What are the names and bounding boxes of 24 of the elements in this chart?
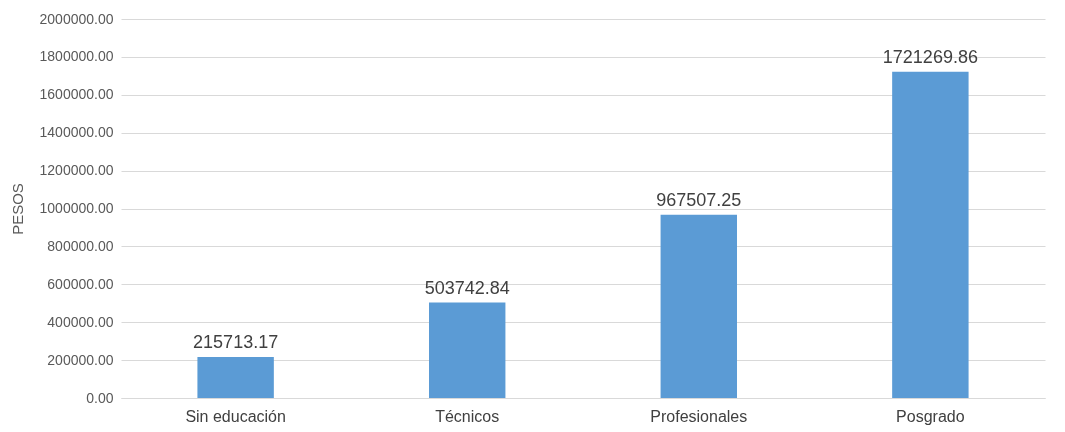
x-tick-label: Sin educación — [185, 407, 286, 425]
x-tick-label: Posgrado — [896, 407, 965, 425]
y-tick-label: 400000.00 — [47, 313, 114, 330]
y-tick-label: 200000.00 — [47, 351, 114, 368]
y-tick-label: 600000.00 — [47, 275, 114, 292]
y-axis-title: PESOS — [8, 183, 26, 235]
bar — [197, 357, 274, 398]
bar — [429, 302, 506, 398]
data-label: 967507.25 — [656, 189, 742, 210]
y-tick-label: 1000000.00 — [39, 200, 114, 216]
y-tick-label: 1200000.00 — [39, 162, 114, 179]
y-tick-label: 2000000.00 — [39, 10, 114, 27]
data-label: 215713.17 — [193, 332, 279, 353]
bar — [660, 214, 737, 398]
x-tick-label: Técnicos — [435, 407, 500, 425]
data-label: 503742.84 — [424, 277, 510, 298]
bar — [892, 71, 969, 398]
x-tick-label: Profesionales — [650, 407, 748, 425]
data-label: 1721269.86 — [882, 46, 978, 67]
y-tick-label: 1800000.00 — [39, 48, 114, 65]
y-tick-label: 1600000.00 — [39, 86, 114, 103]
y-tick-label: 800000.00 — [47, 237, 114, 254]
y-tick-label: 1400000.00 — [39, 124, 114, 141]
y-tick-label: 0.00 — [86, 389, 114, 406]
